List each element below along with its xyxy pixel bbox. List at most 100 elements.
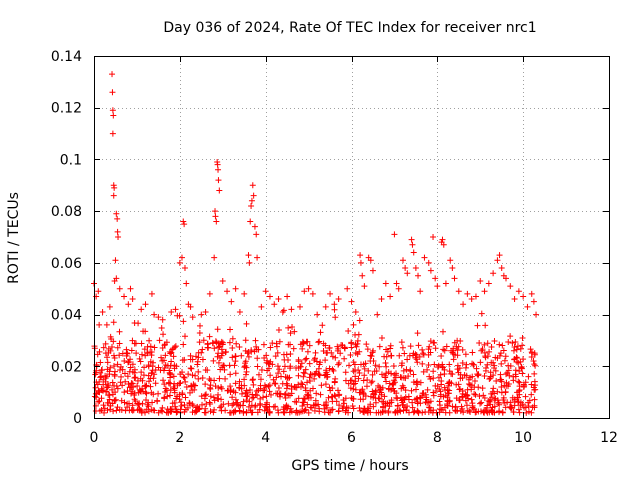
data-point xyxy=(383,346,390,353)
data-point xyxy=(465,395,472,402)
data-point xyxy=(420,351,427,358)
data-point xyxy=(322,303,329,310)
data-point xyxy=(427,407,434,414)
data-point xyxy=(469,349,476,356)
data-point xyxy=(252,337,259,344)
data-point xyxy=(172,306,179,313)
data-point xyxy=(511,296,518,303)
data-point xyxy=(230,409,237,416)
data-point xyxy=(520,293,527,300)
data-point xyxy=(103,388,110,395)
data-point xyxy=(332,375,339,382)
y-tick-label: 0.14 xyxy=(51,49,82,65)
data-point xyxy=(217,404,224,411)
data-point xyxy=(430,375,437,382)
data-point xyxy=(381,393,388,400)
data-point xyxy=(224,288,231,295)
data-point xyxy=(145,363,152,370)
data-point xyxy=(385,409,392,416)
data-point xyxy=(159,316,166,323)
data-point xyxy=(376,363,383,370)
data-point xyxy=(435,362,442,369)
data-point xyxy=(510,377,517,384)
data-point xyxy=(92,402,99,409)
data-point xyxy=(400,374,407,381)
data-point xyxy=(533,311,540,318)
data-point xyxy=(360,396,367,403)
x-tick-label: 0 xyxy=(90,430,99,446)
data-point xyxy=(109,71,116,78)
data-point xyxy=(316,372,323,379)
data-point xyxy=(106,303,113,310)
data-point xyxy=(187,365,194,372)
data-point xyxy=(196,339,203,346)
data-point xyxy=(335,296,342,303)
data-point xyxy=(156,337,163,344)
data-point xyxy=(477,277,484,284)
data-point xyxy=(335,345,342,352)
data-point xyxy=(275,370,282,377)
data-point xyxy=(254,363,261,370)
data-point xyxy=(507,363,514,370)
data-point xyxy=(467,374,474,381)
data-point xyxy=(334,387,341,394)
data-point xyxy=(468,396,475,403)
data-point xyxy=(304,401,311,408)
data-point xyxy=(150,407,157,414)
data-point xyxy=(250,381,257,388)
data-point xyxy=(229,394,236,401)
data-point xyxy=(322,401,329,408)
data-point xyxy=(169,346,176,353)
data-point xyxy=(391,388,398,395)
data-point xyxy=(529,350,536,357)
data-point xyxy=(271,380,278,387)
data-point xyxy=(150,375,157,382)
data-point xyxy=(515,288,522,295)
data-point xyxy=(322,381,329,388)
data-point xyxy=(210,394,217,401)
data-point xyxy=(495,399,502,406)
data-point xyxy=(350,405,357,412)
data-point xyxy=(126,384,133,391)
data-point xyxy=(408,236,415,243)
data-point xyxy=(141,364,148,371)
data-point xyxy=(375,395,382,402)
data-point xyxy=(329,406,336,413)
data-point xyxy=(244,350,251,357)
data-point xyxy=(485,397,492,404)
data-point xyxy=(404,270,411,277)
data-point xyxy=(407,367,414,374)
data-point xyxy=(350,396,357,403)
data-point xyxy=(139,351,146,358)
data-point xyxy=(285,357,292,364)
data-point xyxy=(249,182,256,189)
data-point xyxy=(145,408,152,415)
data-point xyxy=(448,347,455,354)
data-point xyxy=(158,354,165,361)
data-point xyxy=(106,368,113,375)
data-point xyxy=(253,231,260,238)
data-point xyxy=(492,367,499,374)
data-point xyxy=(141,382,148,389)
data-point xyxy=(207,400,214,407)
data-point xyxy=(215,396,222,403)
data-point xyxy=(232,358,239,365)
data-point xyxy=(96,408,103,415)
data-point xyxy=(342,409,349,416)
data-point xyxy=(473,365,480,372)
data-point xyxy=(246,398,253,405)
data-point xyxy=(238,352,245,359)
data-point xyxy=(241,290,248,297)
data-point xyxy=(227,386,234,393)
data-point xyxy=(356,369,363,376)
data-point xyxy=(498,378,505,385)
data-point xyxy=(182,378,189,385)
data-point xyxy=(258,366,265,373)
data-point xyxy=(421,254,428,261)
data-point xyxy=(232,285,239,292)
data-point xyxy=(254,254,261,261)
data-point xyxy=(222,375,229,382)
data-point xyxy=(505,339,512,346)
data-point xyxy=(118,373,125,380)
data-point xyxy=(352,386,359,393)
